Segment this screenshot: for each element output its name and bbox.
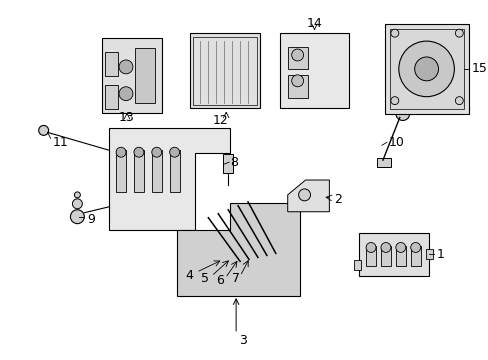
Bar [358,233,427,276]
Bar [380,247,390,266]
Circle shape [119,87,133,101]
Bar [134,150,143,192]
Text: 9: 9 [87,213,95,226]
Bar [366,247,375,266]
Text: 13: 13 [119,111,135,124]
Bar [105,85,118,109]
Circle shape [291,49,303,61]
Bar [287,47,307,69]
Circle shape [390,29,398,37]
Bar [190,33,260,108]
Circle shape [390,97,398,105]
Text: 1: 1 [436,248,444,261]
Circle shape [298,189,310,201]
Bar [279,33,348,108]
Bar [105,52,118,76]
Circle shape [454,97,462,105]
Text: 11: 11 [53,136,68,149]
Text: 15: 15 [470,62,486,75]
Text: 10: 10 [388,136,404,149]
Bar [287,75,307,98]
Bar [353,260,360,270]
Circle shape [72,199,82,209]
Text: 7: 7 [232,272,240,285]
Circle shape [380,243,390,252]
Circle shape [119,60,133,74]
Text: 8: 8 [230,156,238,168]
Circle shape [134,147,143,157]
Bar [384,24,468,113]
Circle shape [454,29,462,37]
Text: 3: 3 [239,334,246,347]
Circle shape [395,107,409,121]
Circle shape [169,147,179,157]
Bar [151,150,162,192]
Circle shape [74,192,80,198]
Text: 12: 12 [212,114,227,127]
Text: 14: 14 [306,17,322,30]
Circle shape [291,75,303,87]
Bar [425,249,432,259]
Circle shape [151,147,162,157]
Bar [389,29,463,109]
Bar [376,158,390,167]
Bar [193,37,256,105]
Text: 5: 5 [201,272,209,285]
Circle shape [414,57,438,81]
Polygon shape [287,180,329,212]
Text: 2: 2 [334,193,342,206]
Bar [116,150,126,192]
Bar [410,247,420,266]
Circle shape [116,147,126,157]
Bar [395,247,405,266]
Text: 4: 4 [185,269,193,282]
Polygon shape [109,129,230,230]
Circle shape [366,243,375,252]
Bar [135,48,154,103]
Polygon shape [176,203,299,296]
Circle shape [398,41,453,97]
Circle shape [395,243,405,252]
Circle shape [70,210,84,224]
Bar [102,38,162,113]
Circle shape [39,125,48,135]
Bar [223,154,233,173]
Text: 6: 6 [216,274,224,287]
Circle shape [410,243,420,252]
Bar [169,150,179,192]
